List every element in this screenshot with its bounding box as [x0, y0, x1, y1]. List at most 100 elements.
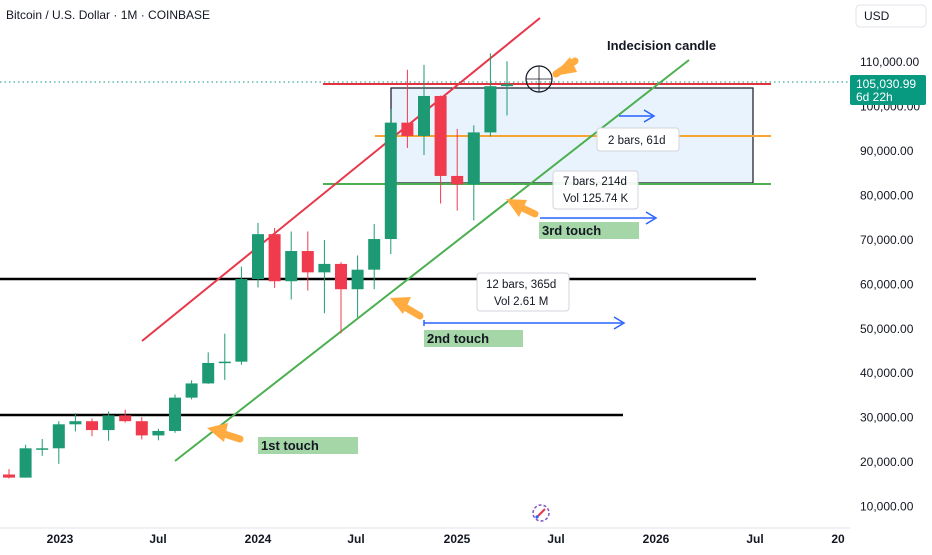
channel-upper-line[interactable]	[141, 17, 541, 342]
candle-2023-10[interactable]	[169, 394, 181, 433]
current-price-value: 105,030.99	[856, 77, 916, 91]
candle-body	[185, 383, 198, 398]
candle-body	[351, 269, 364, 290]
measure3-box[interactable]: 12 bars, 365d Vol 2.61 M	[476, 272, 570, 312]
touch2-label-bg	[424, 330, 523, 347]
candle-2024-01[interactable]	[218, 333, 231, 380]
candle-body	[318, 263, 331, 273]
candle-body	[135, 421, 148, 436]
indecision-arrow[interactable]	[552, 57, 579, 78]
candle-body	[451, 175, 464, 185]
candle-body	[69, 421, 82, 425]
candle-2023-01[interactable]	[19, 444, 32, 478]
measure1-bars-text: 2 bars, 61d	[608, 135, 666, 147]
candle-2023-09[interactable]	[152, 428, 165, 441]
time-tick-label: 2026	[643, 532, 670, 546]
candle-2023-07[interactable]	[119, 409, 132, 423]
candle-body	[52, 424, 65, 449]
current-price-countdown: 6d 22h	[856, 90, 893, 104]
measure1-arrow[interactable]	[619, 109, 656, 123]
candle-2024-06[interactable]	[301, 231, 314, 291]
touch3-label[interactable]: 3rd touch	[542, 223, 601, 238]
candle-2023-04[interactable]	[69, 413, 82, 432]
candle-2025-04[interactable]	[467, 125, 480, 221]
price-tick-label: 70,000.00	[860, 233, 914, 247]
price-tick-label: 50,000.00	[860, 322, 914, 336]
candle-body	[102, 415, 115, 431]
candle-2023-05[interactable]	[86, 418, 98, 437]
candle-2024-02[interactable]	[235, 266, 248, 365]
candle-body	[401, 122, 414, 136]
price-tick-label: 90,000.00	[860, 144, 914, 158]
chart-title: Bitcoin / U.S. Dollar · 1M · COINBASE	[6, 8, 210, 22]
measure2-arrow[interactable]	[540, 211, 658, 225]
time-axis[interactable]: 2023 Jul 2024 Jul 2025 Jul 2026 Jul 20	[47, 532, 845, 546]
candle-2025-02[interactable]	[434, 95, 447, 204]
candle-body	[285, 251, 298, 282]
measure3-arrow[interactable]	[423, 316, 626, 330]
candle-2023-06[interactable]	[102, 411, 115, 441]
candle-body	[335, 263, 347, 290]
time-tick-label: 2023	[47, 532, 74, 546]
candle-2024-10[interactable]	[368, 223, 381, 290]
measure2-vol-text: Vol 125.74 K	[563, 193, 629, 205]
touch3-arrow[interactable]	[506, 199, 539, 218]
channel-lower-line[interactable]	[174, 59, 690, 462]
touch1-label[interactable]: 1st touch	[261, 438, 319, 453]
candle-2023-12[interactable]	[202, 352, 215, 384]
price-tick-label: 110,000.00	[860, 55, 919, 69]
candle-2023-08[interactable]	[135, 417, 148, 440]
candles-group	[3, 53, 513, 479]
touch1-arrow[interactable]	[207, 423, 244, 443]
candle-2023-02[interactable]	[36, 438, 49, 456]
price-tick-label: 40,000.00	[860, 366, 914, 380]
price-tick-label: 30,000.00	[860, 411, 914, 425]
price-tick-label: 20,000.00	[860, 455, 914, 469]
candle-body	[368, 239, 381, 270]
candle-2024-12[interactable]	[401, 69, 414, 148]
current-price-tag: 105,030.99 6d 22h	[850, 75, 926, 105]
touch2-arrow[interactable]	[390, 297, 424, 320]
candle-2024-07[interactable]	[318, 239, 331, 314]
candle-2022-12[interactable]	[3, 469, 15, 479]
indecision-label[interactable]: Indecision candle	[607, 38, 716, 53]
candle-body	[119, 415, 132, 422]
candle-2023-11[interactable]	[185, 380, 198, 400]
candle-2024-09[interactable]	[351, 255, 364, 318]
price-tick-label: 80,000.00	[860, 188, 914, 202]
candle-2025-03[interactable]	[451, 128, 464, 211]
candle-2024-05[interactable]	[285, 231, 298, 300]
measure1-box[interactable]: 2 bars, 61d	[596, 127, 680, 152]
candle-2024-03[interactable]	[252, 223, 264, 288]
tradingview-snapshot-icon[interactable]	[532, 504, 550, 522]
candle-body	[501, 84, 513, 87]
candle-2023-03[interactable]	[52, 421, 65, 464]
touch2-label[interactable]: 2nd touch	[427, 331, 489, 346]
candle-body	[202, 362, 215, 384]
price-axis[interactable]: 110,000.00100,000.0090,000.0080,000.0070…	[860, 55, 920, 513]
time-tick-label: Jul	[149, 532, 166, 546]
measure2-box[interactable]: 7 bars, 214d Vol 125.74 K	[552, 170, 639, 210]
currency-button[interactable]: USD	[855, 4, 927, 28]
candle-2025-01[interactable]	[418, 64, 430, 156]
candle-2024-11[interactable]	[384, 108, 397, 255]
candle-body	[434, 95, 447, 176]
candle-2025-05[interactable]	[484, 53, 497, 137]
candle-2025-06[interactable]	[501, 61, 513, 116]
measure2-bars-text: 7 bars, 214d	[563, 176, 627, 188]
touch1-label-bg	[258, 437, 358, 454]
candle-body	[169, 397, 181, 431]
candle-body	[268, 234, 281, 282]
candle-2024-08[interactable]	[335, 262, 347, 334]
candle-body	[3, 474, 15, 478]
candle-2024-04[interactable]	[268, 227, 281, 288]
measure3-vol-text: Vol 2.61 M	[494, 296, 548, 308]
candle-body	[152, 430, 165, 436]
price-tick-label: 60,000.00	[860, 277, 914, 291]
touch3-label-bg	[539, 222, 639, 239]
currency-button-label: USD	[864, 9, 890, 23]
candle-body	[235, 279, 248, 362]
candle-body	[19, 448, 32, 478]
